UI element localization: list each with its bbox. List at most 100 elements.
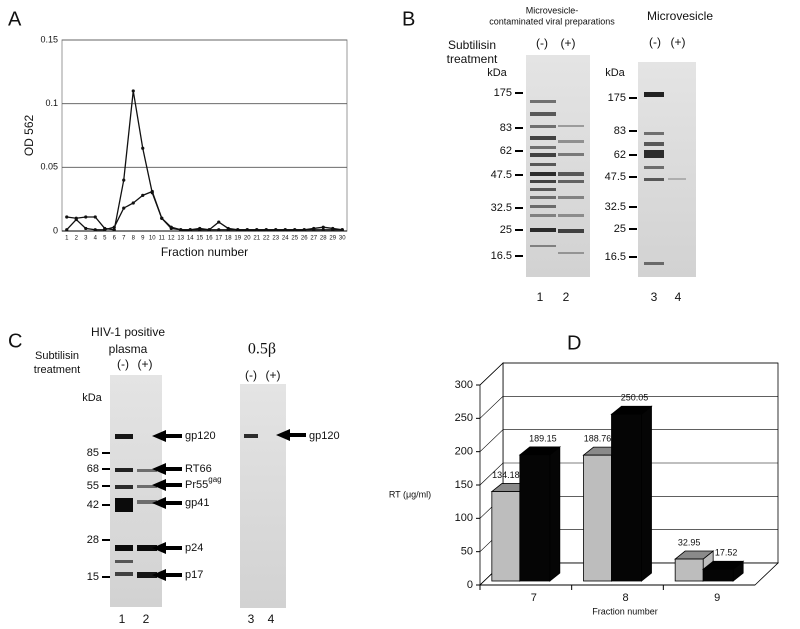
lane-number: 2 <box>563 290 570 304</box>
gel-band <box>644 92 664 97</box>
side-label: Subtilisin <box>448 38 496 52</box>
lane-number: 4 <box>268 612 275 626</box>
gel-band <box>530 245 556 247</box>
arrow <box>152 430 182 442</box>
band-label: gp120 <box>185 430 216 442</box>
gel-band <box>530 205 556 208</box>
bar <box>583 454 612 582</box>
lane-treatment: (+) <box>561 36 576 50</box>
x-tick-label: 30 <box>339 236 346 242</box>
gel-band <box>558 153 584 156</box>
gel-band <box>115 545 133 551</box>
point <box>283 228 287 232</box>
panel-label: C <box>8 330 22 352</box>
band-label-sup: gag <box>208 475 221 484</box>
marker-label: 83 <box>500 122 512 134</box>
point <box>84 226 88 231</box>
x-tick-label: 28 <box>320 236 327 242</box>
point <box>245 228 249 232</box>
side-label: Subtilisin <box>35 350 79 362</box>
gel-band <box>558 229 584 233</box>
x-tick-label: 7 <box>122 236 126 242</box>
bar-side <box>549 446 561 582</box>
point <box>141 193 145 197</box>
gel-band <box>558 125 584 127</box>
x-tick-label: 2 <box>75 236 79 242</box>
marker-label: 42 <box>87 499 99 511</box>
x-tick-label: 8 <box>622 592 628 604</box>
gel-band <box>530 125 556 128</box>
lane-number: 2 <box>143 612 150 626</box>
arrow <box>152 497 182 509</box>
point <box>169 225 173 229</box>
header: Microvesicle <box>647 9 713 23</box>
x-tick-label: 16 <box>206 236 213 242</box>
gel-band <box>558 196 584 199</box>
bar <box>519 454 551 582</box>
marker-label: 47.5 <box>491 169 512 181</box>
panel-label: A <box>8 8 22 30</box>
header: contaminated viral preparations <box>489 16 615 26</box>
point <box>131 201 135 205</box>
point <box>236 228 240 232</box>
band-label: p17 <box>185 569 203 581</box>
point <box>340 228 344 232</box>
value-label: 189.15 <box>529 433 557 443</box>
point <box>65 215 69 219</box>
point <box>321 228 325 232</box>
point <box>188 228 192 232</box>
gel-band <box>137 469 157 472</box>
gel-band <box>137 545 157 551</box>
arrow <box>152 479 182 491</box>
kda-label: kDa <box>605 67 625 79</box>
band-label: Pr55gag <box>185 475 222 491</box>
value-label: 250.05 <box>621 393 649 403</box>
gel-band <box>558 140 584 143</box>
header: plasma <box>109 342 148 356</box>
marker-label: 25 <box>614 223 626 235</box>
point <box>264 228 268 232</box>
point <box>103 228 107 232</box>
gel-band <box>644 166 664 169</box>
band-label-text: p17 <box>185 569 203 581</box>
gel-panel-c: HIV-1 positive plasma Subtilisin treatme… <box>34 325 340 626</box>
x-tick-label: 27 <box>310 236 317 242</box>
point <box>74 217 78 222</box>
lane-treatment: (-) <box>245 368 257 382</box>
marker-label: 25 <box>500 224 512 236</box>
point <box>93 228 97 232</box>
marker-label: 16.5 <box>605 251 626 263</box>
gel-band <box>644 178 664 181</box>
band-label-text: gp120 <box>185 430 216 442</box>
point <box>255 228 259 232</box>
bar-side <box>641 405 652 582</box>
x-tick-label: 12 <box>168 236 175 242</box>
bar <box>611 413 642 582</box>
grid-line <box>479 396 778 419</box>
gel-image <box>638 62 696 277</box>
point <box>179 228 183 232</box>
marker-label: 175 <box>494 87 512 99</box>
x-tick-label: 26 <box>301 236 308 242</box>
gel-band <box>558 214 584 217</box>
x-tick-label: 8 <box>132 236 136 242</box>
lane-number: 4 <box>675 290 682 304</box>
gel-band <box>137 500 157 504</box>
arrow <box>152 463 182 475</box>
gel-band <box>115 572 133 576</box>
gel-band <box>530 163 556 166</box>
marker-label: 32.5 <box>605 201 626 213</box>
band-label: p24 <box>185 542 203 554</box>
marker-label: 62 <box>500 145 512 157</box>
band-label-text: RT66 <box>185 463 212 475</box>
band-label-text: gp41 <box>185 497 209 509</box>
point <box>321 225 325 229</box>
band-label: gp120 <box>309 430 340 442</box>
lane-treatment: (-) <box>536 36 548 50</box>
x-tick-label: 10 <box>149 236 156 242</box>
x-tick-label: 14 <box>187 236 194 242</box>
kda-label: kDa <box>82 392 102 404</box>
marker-label: 85 <box>87 447 99 459</box>
x-tick-label: 6 <box>113 236 117 242</box>
header: 0.5β <box>248 341 276 358</box>
